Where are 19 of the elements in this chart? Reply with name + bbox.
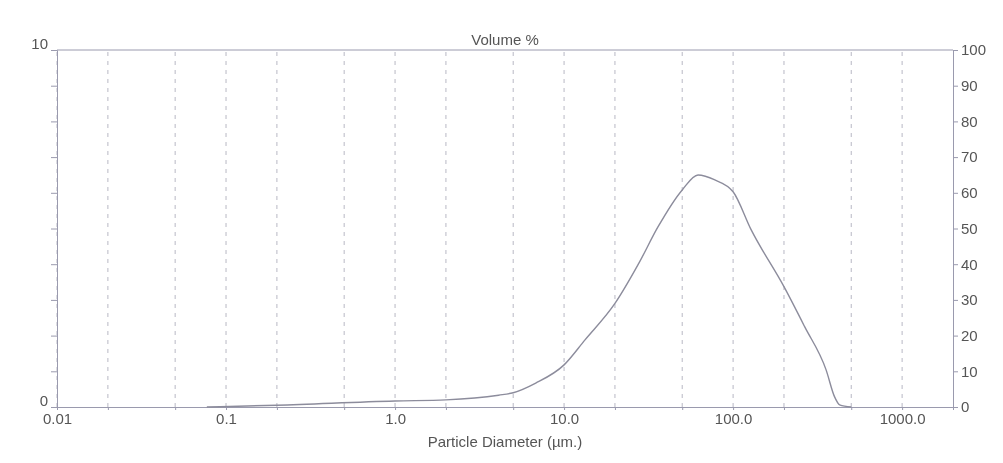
y2-tick-label: 30 xyxy=(961,291,978,309)
text: 100.0 xyxy=(714,409,753,427)
text: 1000.0 xyxy=(879,409,926,427)
y2-tick-label: 60 xyxy=(961,184,978,202)
x-tick-label: 0.1 xyxy=(216,409,237,427)
y2-tick-label: 40 xyxy=(961,255,978,273)
y2-tick-label: 0 xyxy=(961,398,970,416)
y2-tick-label: 90 xyxy=(961,77,978,94)
text: 10.0 xyxy=(549,409,580,427)
y2-tick-label: 80 xyxy=(961,112,978,130)
x-axis-title: Particle Diameter (µm.) xyxy=(427,433,583,450)
y2-tick-label: 100 xyxy=(961,41,987,59)
chart-title: Volume % xyxy=(471,31,539,48)
y2-tick-label: 70 xyxy=(961,148,978,166)
text: 1.0 xyxy=(385,409,406,427)
y2-tick-label: 20 xyxy=(961,326,978,344)
x-tick-label: 0.01 xyxy=(42,409,73,427)
y2-tick-label: 50 xyxy=(961,219,978,237)
y2-tick-label: 10 xyxy=(961,362,978,380)
